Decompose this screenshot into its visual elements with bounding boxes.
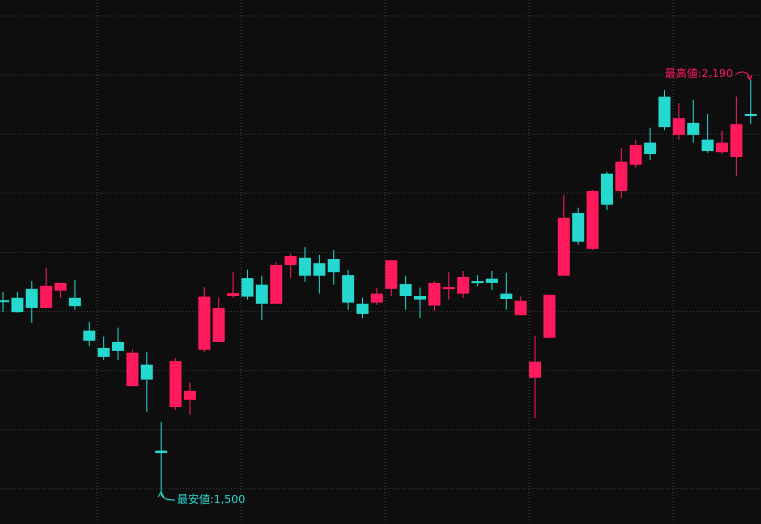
high-arrow-head bbox=[746, 74, 753, 82]
candle-body bbox=[212, 307, 225, 342]
candle-body bbox=[414, 296, 427, 300]
candle-body bbox=[744, 113, 757, 116]
low-annotation: 最安値:1,500 bbox=[177, 492, 245, 506]
high-arrow bbox=[735, 71, 751, 80]
candle-body bbox=[529, 361, 542, 378]
candle-body bbox=[586, 190, 599, 249]
candle-body bbox=[514, 300, 527, 316]
candle-body bbox=[227, 293, 240, 297]
candle-body bbox=[155, 450, 168, 453]
candle-body bbox=[716, 142, 728, 153]
candle-body bbox=[284, 256, 297, 265]
candle-body bbox=[327, 259, 340, 273]
candle-body bbox=[270, 264, 283, 304]
candle-body bbox=[572, 213, 585, 242]
candles bbox=[0, 79, 757, 492]
candle-body bbox=[298, 257, 311, 276]
low-arrow-head bbox=[157, 491, 165, 498]
candle-body bbox=[97, 347, 110, 357]
candle-body bbox=[600, 173, 613, 205]
candle-body bbox=[485, 278, 498, 283]
candle-body bbox=[385, 260, 398, 289]
candle-body bbox=[342, 275, 355, 303]
candle-body bbox=[557, 217, 570, 276]
candle-body bbox=[140, 364, 153, 380]
candle-body bbox=[730, 124, 743, 157]
candle-body bbox=[40, 285, 53, 308]
candle-body bbox=[543, 294, 556, 338]
candle-body bbox=[672, 118, 685, 135]
candle-body bbox=[428, 282, 441, 306]
candle-body bbox=[112, 341, 125, 351]
candle-body bbox=[241, 278, 254, 297]
candle-body bbox=[500, 293, 513, 300]
candle-body bbox=[83, 330, 96, 341]
candle-body bbox=[687, 122, 700, 135]
candle-body bbox=[356, 303, 369, 314]
candle-body bbox=[54, 282, 67, 291]
candle-body bbox=[399, 284, 412, 297]
candle-body bbox=[615, 161, 628, 191]
candle-body bbox=[658, 96, 671, 128]
candle-body bbox=[183, 390, 196, 400]
candle-body bbox=[198, 296, 211, 350]
candle-body bbox=[370, 293, 383, 303]
candle-body bbox=[442, 287, 455, 290]
candle-body bbox=[68, 297, 81, 307]
candle-body bbox=[471, 281, 484, 284]
candle-body bbox=[255, 284, 268, 304]
candle-body bbox=[629, 145, 642, 165]
candle-body bbox=[701, 139, 714, 151]
candle-body bbox=[169, 361, 182, 408]
candle-body bbox=[644, 142, 657, 154]
low-arrow bbox=[160, 492, 176, 501]
candle-body bbox=[25, 288, 38, 308]
candle-body bbox=[457, 276, 470, 294]
candle-body bbox=[126, 352, 139, 387]
candle-body bbox=[313, 263, 326, 276]
candle-body bbox=[0, 300, 9, 303]
candle-body bbox=[11, 297, 24, 313]
high-annotation: 最高値:2,190 bbox=[665, 66, 733, 80]
